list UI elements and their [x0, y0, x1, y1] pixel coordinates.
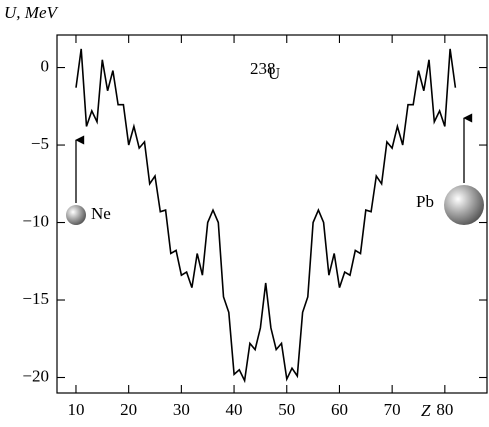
pb-sphere	[444, 185, 484, 225]
x-axis-label: Z	[421, 401, 431, 420]
isotope-symbol: U	[268, 64, 280, 83]
x-tick-label: 10	[67, 400, 84, 419]
x-tick-label: 70	[384, 400, 401, 419]
plot-frame	[56, 34, 488, 394]
y-tick-label: −10	[22, 211, 49, 230]
ne-label: Ne	[91, 204, 111, 223]
isotope-mass: 238	[250, 59, 276, 78]
x-tick-label: 60	[331, 400, 348, 419]
y-tick-label: −20	[22, 366, 49, 385]
pb-label: Pb	[416, 192, 434, 211]
x-tick-label: 80	[436, 400, 453, 419]
y-tick-label: 0	[41, 56, 50, 75]
ne-sphere	[66, 205, 86, 225]
y-tick-label: −15	[22, 289, 49, 308]
y-tick-label: −5	[31, 134, 49, 153]
data-line	[75, 48, 457, 384]
x-tick-label: 20	[120, 400, 137, 419]
x-tick-label: 40	[226, 400, 243, 419]
x-tick-label: 50	[278, 400, 295, 419]
y-axis-label: U, MeV	[4, 3, 59, 22]
x-tick-label: 30	[173, 400, 190, 419]
